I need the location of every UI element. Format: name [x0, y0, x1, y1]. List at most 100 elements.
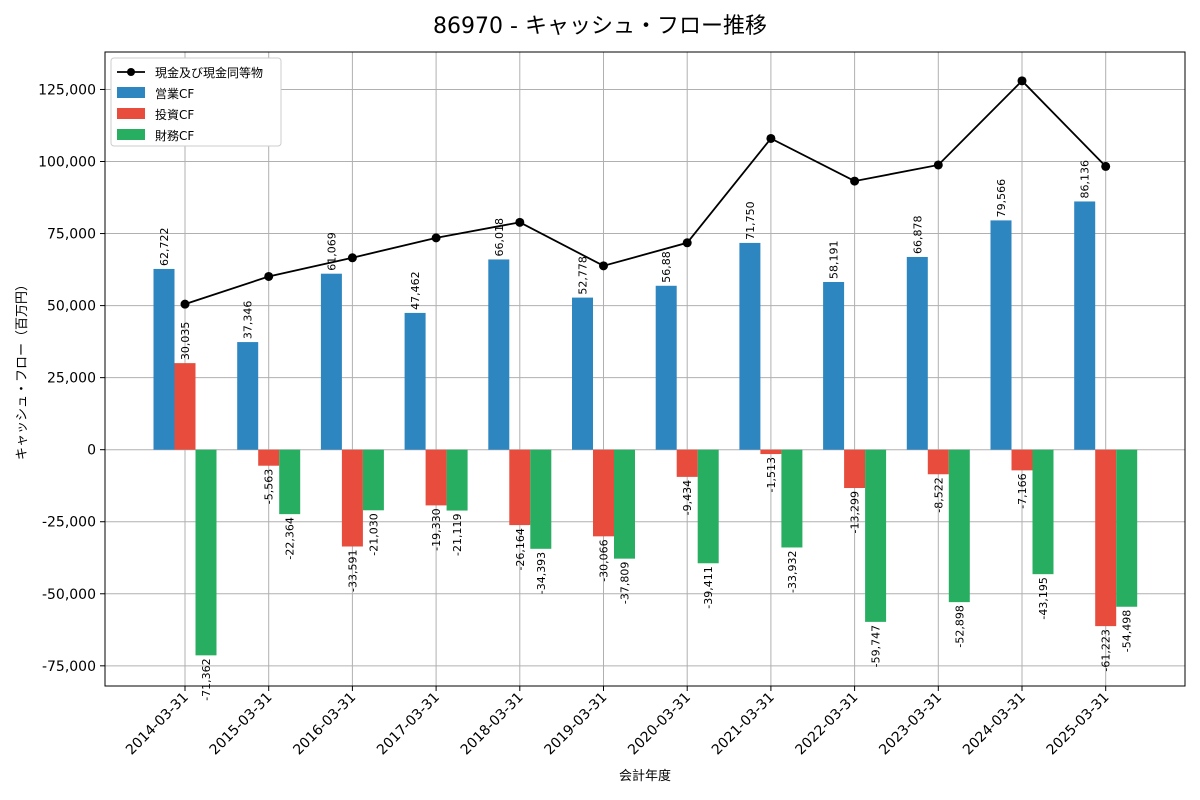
bar-value-label: -26,164	[514, 528, 527, 570]
bar-value-label: -30,066	[598, 539, 611, 581]
y-tick-label: 0	[87, 443, 96, 459]
y-tick-label: 125,000	[38, 82, 96, 98]
bar-財務CF	[279, 449, 301, 515]
bar-value-label: -33,932	[786, 550, 799, 592]
y-tick-label: 75,000	[47, 227, 96, 243]
legend-box	[110, 57, 282, 147]
bar-value-label: 37,346	[242, 301, 255, 340]
bar-value-label: -59,747	[870, 625, 883, 667]
bar-投資CF	[258, 449, 280, 466]
bar-投資CF	[927, 449, 949, 475]
bar-財務CF	[614, 449, 635, 559]
bar-value-label: 66,018	[493, 218, 506, 257]
bar-財務CF	[781, 449, 803, 548]
bar-value-label: -43,195	[1037, 577, 1050, 619]
bar-value-label: -21,030	[367, 513, 380, 555]
bar-営業CF	[990, 220, 1012, 450]
cash-balance-point	[933, 160, 943, 170]
bar-投資CF	[844, 449, 866, 489]
cash-balance-point	[431, 233, 441, 243]
bar-value-label: -7,166	[1016, 473, 1029, 508]
bar-営業CF	[572, 297, 593, 450]
bar-営業CF	[655, 285, 677, 450]
bar-投資CF	[509, 449, 531, 526]
y-tick-label: 50,000	[47, 299, 96, 315]
bar-財務CF	[362, 449, 384, 511]
cash-balance-line	[184, 79, 1107, 306]
legend-entry-label: 投資CF	[155, 107, 194, 122]
legend-bar-swatch	[117, 87, 145, 98]
y-tick-label: -50,000	[42, 587, 96, 603]
bar-value-label: 58,191	[828, 240, 841, 279]
bar-投資CF	[593, 449, 614, 537]
cash-balance-point	[1017, 76, 1027, 86]
bar-value-label: 47,462	[409, 271, 422, 310]
bar-value-label: -22,364	[284, 517, 297, 559]
bar-投資CF	[341, 449, 363, 547]
bar-営業CF	[488, 259, 510, 450]
y-axis-label: キャッシュ・フロー（百万円）	[15, 278, 30, 460]
legend-entry-label: 財務CF	[155, 128, 194, 143]
bar-営業CF	[1074, 201, 1096, 450]
bar-value-label: 56,88	[660, 251, 673, 283]
bar-財務CF	[195, 449, 217, 656]
chart-title: 86970 - キャッシュ・フロー推移	[433, 14, 767, 39]
cash-balance-point	[264, 271, 274, 281]
bar-投資CF	[1011, 449, 1033, 471]
bar-value-label: 71,750	[744, 201, 757, 240]
bar-営業CF	[320, 273, 342, 450]
line-layer	[180, 76, 1111, 309]
bar-value-label: -71,362	[200, 658, 213, 700]
legend-marker-swatch	[127, 68, 135, 76]
bar-営業CF	[237, 342, 259, 450]
cash-balance-point	[599, 261, 608, 271]
bar-投資CF	[1095, 449, 1117, 627]
bars-layer	[153, 201, 1138, 656]
bar-value-label: 66,878	[911, 215, 924, 254]
bar-財務CF	[1032, 449, 1054, 575]
bar-営業CF	[906, 256, 928, 450]
cash-balance-point	[180, 299, 190, 309]
bar-value-label: 62,722	[158, 227, 171, 266]
bar-value-label: -33,591	[346, 549, 359, 591]
bar-財務CF	[865, 449, 887, 622]
cash-balance-point	[347, 253, 357, 263]
bar-value-label: -1,513	[765, 457, 778, 492]
y-tick-label: 100,000	[38, 155, 96, 171]
plot-area-frame	[104, 51, 1186, 687]
y-tick-label: -25,000	[42, 515, 96, 531]
bar-value-label: -61,223	[1100, 629, 1113, 671]
data-labels-layer: 62,722 37,346 61,069 47,462 66,018 52,778 56,8…	[158, 160, 1134, 701]
bar-value-label: -39,411	[702, 566, 715, 608]
bar-value-label: 52,778	[577, 256, 590, 295]
y-tick-label: 25,000	[47, 371, 96, 387]
bar-value-label: -19,330	[430, 508, 443, 550]
bar-投資CF	[174, 363, 196, 450]
bar-営業CF	[739, 242, 761, 450]
bar-投資CF	[425, 449, 447, 506]
bar-value-label: -13,299	[849, 491, 862, 533]
legend-entry-label: 営業CF	[155, 87, 194, 101]
cash-balance-point	[682, 238, 692, 248]
bar-value-label: 30,035	[179, 322, 192, 361]
legend-bar-swatch	[117, 108, 145, 119]
bar-財務CF	[948, 449, 970, 603]
y-tick-label: -75,000	[42, 659, 96, 675]
bar-営業CF	[404, 312, 426, 450]
bar-value-label: -52,898	[953, 605, 966, 647]
x-axis-label: 会計年度	[619, 768, 671, 784]
legend-entry-label: 現金及び現金同等物	[155, 65, 263, 80]
cash-balance-point	[766, 133, 776, 143]
bar-営業CF	[153, 268, 175, 450]
bar-投資CF	[676, 449, 698, 477]
bar-営業CF	[823, 281, 845, 450]
bar-value-label: 86,136	[1079, 160, 1092, 199]
cash-balance-point	[515, 217, 525, 227]
bar-投資CF	[760, 449, 782, 455]
cash-balance-point	[1101, 161, 1111, 171]
cash-balance-point	[850, 176, 860, 186]
bar-財務CF	[697, 449, 719, 564]
